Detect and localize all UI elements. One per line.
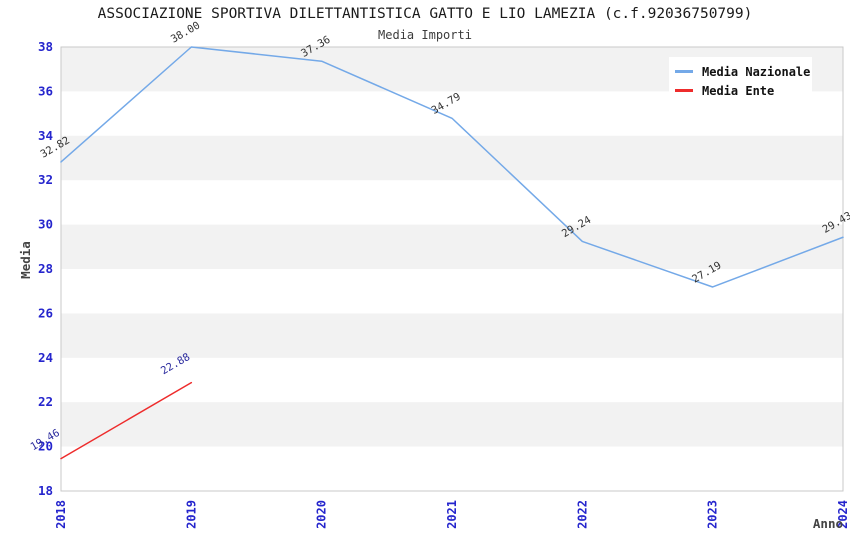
grid-band [61,224,843,269]
x-tick-label: 2023 [706,500,720,529]
y-tick-label: 34 [38,128,53,143]
plot-area-border [60,46,844,492]
y-tick-label: 18 [38,483,53,498]
grid-band [61,135,843,181]
y-tick-label: 20 [38,439,53,454]
legend-label: Media Ente [702,83,775,98]
x-axis-title: Anno [813,516,843,531]
legend: Media Nazionale Media Ente [669,57,812,105]
x-tick-label: 2019 [184,500,198,529]
y-tick-label: 22 [38,394,53,409]
legend-swatch-icon [675,70,693,73]
y-tick-label: 24 [38,350,53,365]
point-label: 34.79 [430,91,463,117]
series-line-media-nazionale [60,46,844,288]
series-line-media-ente [60,381,193,460]
grid-band [61,402,843,447]
grid-band [61,313,843,358]
legend-label: Media Nazionale [702,64,811,79]
chart-title: ASSOCIAZIONE SPORTIVA DILETTANTISTICA GA… [97,6,753,22]
chart-subtitle: Media Importi [378,28,472,42]
y-tick-label: 28 [38,261,53,276]
legend-swatch-icon [675,89,693,92]
y-axis-title: Media [18,241,33,279]
x-tick-label: 2018 [54,500,68,529]
y-tick-label: 38 [38,39,53,54]
y-tick-label: 36 [38,83,53,98]
x-tick-label: 2021 [445,500,459,529]
legend-item-media-nazionale[interactable]: Media Nazionale [675,62,812,81]
y-tick-label: 26 [38,305,53,320]
y-tick-label: 30 [38,217,53,232]
x-tick-label: 2020 [315,500,329,529]
x-tick-label: 2022 [575,500,589,529]
x-tick-label: 2024 [836,500,850,529]
y-tick-label: 32 [38,172,53,187]
legend-item-media-ente[interactable]: Media Ente [675,81,812,100]
